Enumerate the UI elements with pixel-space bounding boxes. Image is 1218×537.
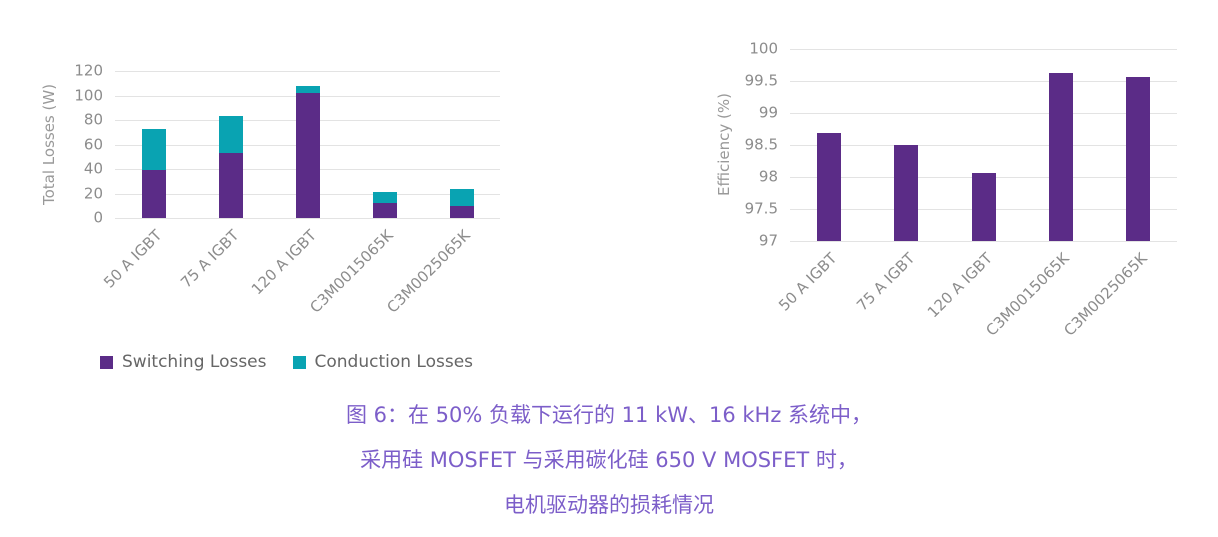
bar-segment [449, 205, 474, 218]
bar-segment [218, 153, 243, 218]
x-axis-label: C3M0015065K [982, 249, 1073, 340]
y-tick-label: 40 [83, 159, 103, 178]
x-axis-label: C3M0025065K [383, 226, 474, 317]
y-tick-label: 98 [758, 167, 778, 186]
y-tick-label: 97.5 [744, 199, 778, 218]
y-tick-label: 98.5 [744, 135, 778, 154]
bar-segment [449, 188, 474, 206]
y-tick-label: 97 [758, 231, 778, 250]
x-axis-label: 50 A IGBT [775, 249, 841, 315]
y-tick-label: 60 [83, 135, 103, 153]
bar-segment [295, 93, 320, 218]
x-axis-label: 120 A IGBT [247, 226, 320, 299]
caption-line-1: 图 6：在 50% 负载下运行的 11 kW、16 kHz 系统中， [345, 403, 873, 427]
y-tick-label: 20 [83, 184, 103, 202]
legend-item: Conduction Losses [292, 352, 474, 372]
gridline [115, 71, 500, 72]
losses-legend: Switching Losses Conduction Losses [100, 352, 473, 372]
y-tick-label: 99 [758, 103, 778, 122]
efficiency-chart: Efficiency (%) 97 97.5 98 98.5 99 99.5 100 50 A… [700, 30, 1200, 375]
caption-line-2: 采用硅 MOSFET 与采用碳化硅 650 V MOSFET 时， [360, 448, 858, 472]
bar-segment [372, 192, 397, 204]
x-axis-label: 50 A IGBT [100, 226, 166, 292]
bar-segment [1126, 77, 1151, 241]
bar-segment [141, 128, 166, 171]
legend-label: Conduction Losses [314, 352, 474, 372]
bar-segment [894, 145, 919, 241]
bar-segment [1048, 73, 1073, 241]
losses-plot-area [115, 71, 500, 219]
x-axis-label: 75 A IGBT [177, 226, 243, 292]
bar-segment [218, 116, 243, 154]
legend-swatch [100, 355, 113, 369]
gridline [790, 81, 1177, 82]
gridline [790, 145, 1177, 146]
figure-caption: 图 6：在 50% 负载下运行的 11 kW、16 kHz 系统中， 采用硅 M… [0, 393, 1218, 528]
bar-segment [816, 133, 841, 241]
legend-swatch [292, 355, 306, 369]
y-tick-label: 80 [83, 110, 103, 129]
bar-segment [295, 85, 320, 94]
gridline [115, 218, 500, 219]
x-axis-label: C3M0025065K [1060, 249, 1151, 340]
y-tick-label: 99.5 [744, 71, 778, 90]
y-tick-label: 120 [74, 61, 103, 80]
y-tick-label: 100 [749, 39, 778, 58]
legend-item: Switching Losses [100, 352, 267, 372]
bar-segment [372, 203, 397, 218]
gridline [790, 241, 1177, 242]
efficiency-plot-area [790, 49, 1177, 242]
y-tick-label: 0 [93, 208, 103, 227]
legend-label: Switching Losses [122, 352, 267, 372]
bar-segment [141, 170, 166, 218]
x-axis-label: 120 A IGBT [923, 249, 996, 322]
gridline [790, 49, 1177, 50]
gridline [790, 113, 1177, 114]
caption-line-3: 电机驱动器的损耗情况 [504, 493, 714, 517]
y-tick-label: 100 [74, 86, 103, 104]
bar-segment [971, 172, 996, 241]
total-losses-chart: Total Losses (W) Switching Losses Conduct… [30, 30, 510, 395]
x-axis-label: 75 A IGBT [852, 249, 919, 315]
